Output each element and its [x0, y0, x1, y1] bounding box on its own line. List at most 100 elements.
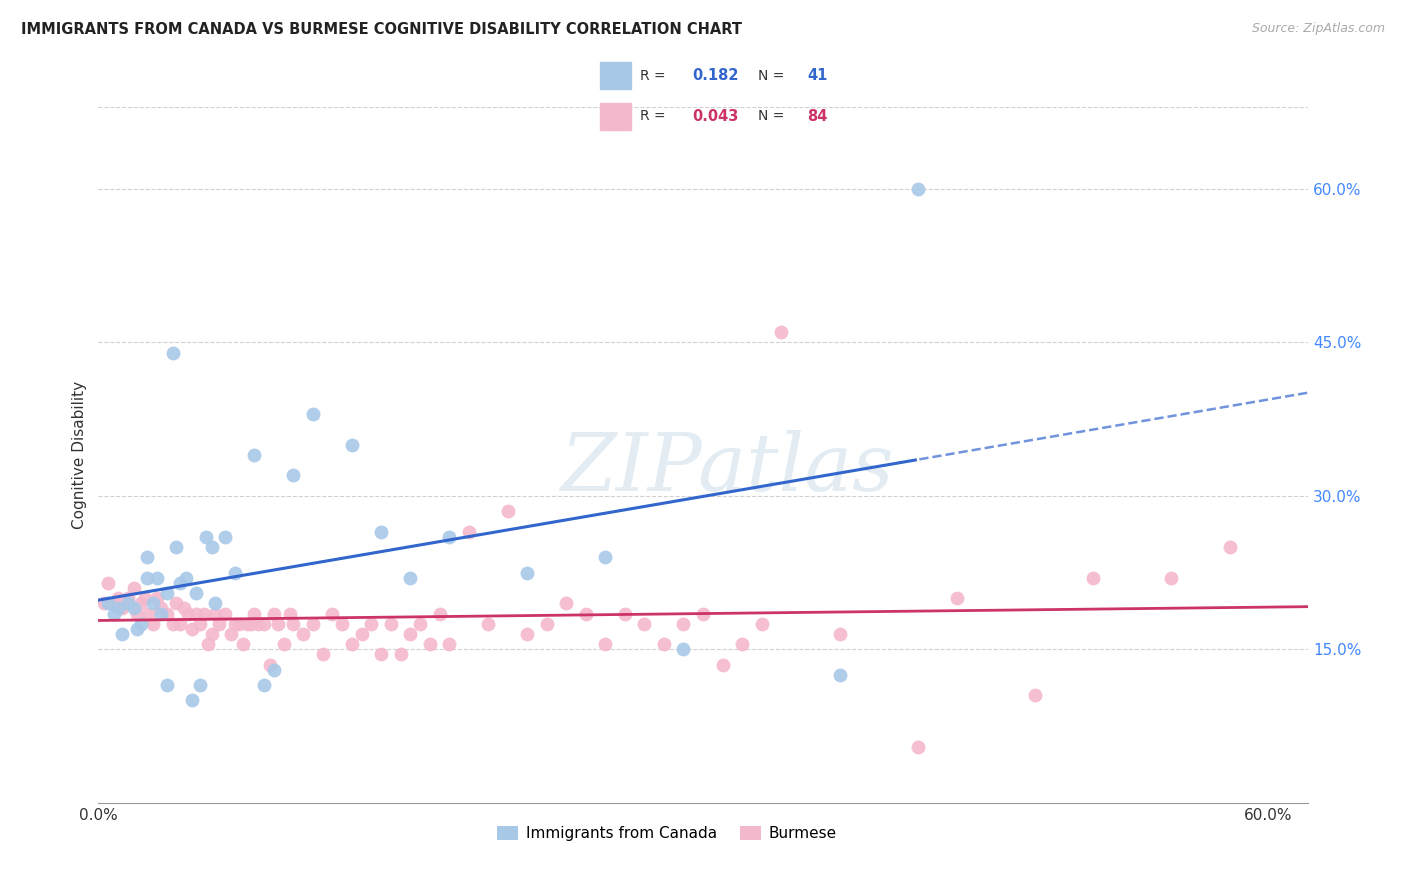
Point	[283, 616, 305, 631]
Point	[516, 627, 538, 641]
Text: R =: R =	[640, 69, 671, 83]
Point	[350, 627, 373, 641]
Legend: Immigrants from Canada, Burmese: Immigrants from Canada, Burmese	[491, 820, 844, 847]
Point	[672, 642, 695, 657]
Point	[429, 607, 451, 621]
Point	[156, 607, 179, 621]
Point	[156, 586, 179, 600]
Point	[103, 607, 125, 621]
Bar	[600, 103, 631, 130]
Text: 84: 84	[807, 109, 827, 124]
Text: 41: 41	[807, 68, 827, 83]
Point	[340, 637, 363, 651]
Text: IMMIGRANTS FROM CANADA VS BURMESE COGNITIVE DISABILITY CORRELATION CHART: IMMIGRANTS FROM CANADA VS BURMESE COGNIT…	[21, 22, 742, 37]
Point	[174, 571, 197, 585]
Point	[370, 648, 392, 662]
Point	[259, 657, 281, 672]
Point	[228, 616, 250, 631]
Point	[232, 637, 254, 651]
Point	[149, 607, 172, 621]
Point	[1024, 689, 1046, 703]
Point	[138, 607, 160, 621]
Point	[200, 627, 222, 641]
Point	[146, 571, 169, 585]
Point	[136, 550, 159, 565]
Point	[97, 575, 120, 590]
Point	[340, 438, 363, 452]
Point	[672, 616, 695, 631]
Point	[692, 607, 714, 621]
Point	[302, 616, 325, 631]
Point	[122, 581, 145, 595]
Point	[181, 693, 204, 707]
Point	[439, 637, 461, 651]
Point	[169, 616, 191, 631]
Point	[156, 678, 179, 692]
Point	[370, 524, 392, 539]
Point	[302, 407, 325, 421]
Point	[131, 596, 153, 610]
Point	[165, 540, 187, 554]
Point	[93, 596, 115, 610]
Point	[263, 663, 285, 677]
Point	[188, 616, 211, 631]
Point	[136, 571, 159, 585]
Point	[134, 591, 156, 606]
Point	[907, 739, 929, 754]
Point	[194, 530, 217, 544]
Point	[439, 530, 461, 544]
Point	[184, 607, 207, 621]
Point	[122, 601, 145, 615]
Point	[162, 616, 184, 631]
Text: 0.043: 0.043	[693, 109, 740, 124]
Point	[273, 637, 295, 651]
Point	[360, 616, 382, 631]
Point	[193, 607, 215, 621]
Point	[127, 607, 149, 621]
Point	[312, 648, 335, 662]
Text: 0.182: 0.182	[693, 68, 740, 83]
Point	[1081, 571, 1104, 585]
Point	[769, 325, 792, 339]
Point	[731, 637, 754, 651]
Point	[111, 601, 134, 615]
Point	[399, 571, 422, 585]
Point	[197, 637, 219, 651]
Point	[267, 616, 290, 631]
Point	[253, 678, 276, 692]
Point	[828, 668, 851, 682]
Point	[204, 607, 226, 621]
Point	[247, 616, 270, 631]
Point	[389, 648, 412, 662]
Point	[127, 622, 149, 636]
Point	[633, 616, 655, 631]
Point	[243, 607, 266, 621]
Y-axis label: Cognitive Disability: Cognitive Disability	[72, 381, 87, 529]
Point	[575, 607, 598, 621]
Point	[1160, 571, 1182, 585]
Point	[188, 678, 211, 692]
Point	[117, 591, 139, 606]
Point	[283, 468, 305, 483]
Point	[1219, 540, 1241, 554]
Point	[330, 616, 353, 631]
Text: Source: ZipAtlas.com: Source: ZipAtlas.com	[1251, 22, 1385, 36]
Point	[516, 566, 538, 580]
Point	[555, 596, 578, 610]
Point	[131, 616, 153, 631]
Point	[239, 616, 262, 631]
Point	[235, 616, 257, 631]
Point	[595, 550, 617, 565]
Point	[107, 601, 129, 615]
Point	[214, 530, 236, 544]
Point	[292, 627, 315, 641]
Point	[103, 596, 125, 610]
Point	[263, 607, 285, 621]
Point	[409, 616, 432, 631]
Point	[177, 607, 200, 621]
Point	[117, 596, 139, 610]
Point	[652, 637, 675, 651]
Point	[169, 575, 191, 590]
Point	[142, 616, 165, 631]
Point	[219, 627, 242, 641]
